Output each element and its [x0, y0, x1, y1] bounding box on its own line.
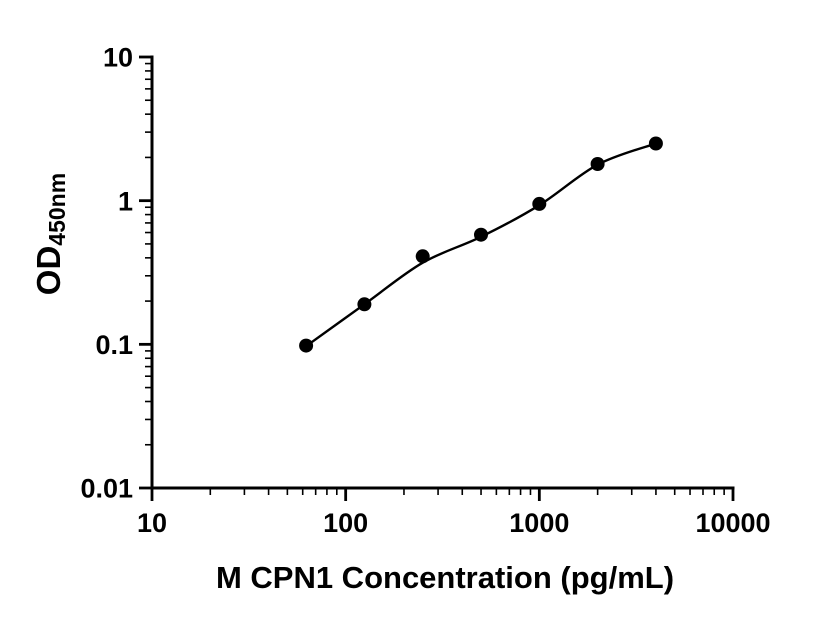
- data-point: [357, 297, 372, 312]
- y-axis-tick-label: 0.01: [80, 474, 133, 504]
- data-point: [474, 227, 488, 242]
- x-axis-title: M CPN1 Concentration (pg/mL): [215, 560, 675, 595]
- data-point: [299, 338, 314, 353]
- y-axis-tick-label: 10: [103, 43, 133, 73]
- y-axis-title-main: OD: [30, 245, 67, 296]
- fit-curve: [305, 142, 657, 348]
- x-axis-tick-label: 10: [137, 508, 167, 538]
- y-axis-title-subscript: 450nm: [44, 172, 70, 246]
- x-axis-tick-label: 100: [323, 508, 368, 538]
- data-point: [648, 136, 663, 151]
- data-point: [532, 196, 547, 211]
- y-axis-tick-label: 0.1: [95, 330, 133, 360]
- data-point: [415, 249, 430, 264]
- data-point: [590, 157, 605, 171]
- y-axis-tick-label: 1: [118, 186, 133, 216]
- x-axis-tick-label: 1000: [509, 508, 569, 538]
- axes-frame: [150, 55, 735, 490]
- y-axis-title: OD450nm: [27, 99, 71, 369]
- x-axis-tick-label: 10000: [695, 508, 770, 538]
